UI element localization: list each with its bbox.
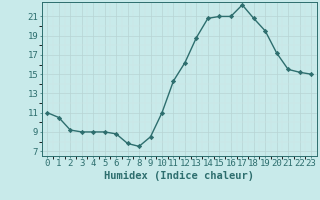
X-axis label: Humidex (Indice chaleur): Humidex (Indice chaleur) <box>104 171 254 181</box>
